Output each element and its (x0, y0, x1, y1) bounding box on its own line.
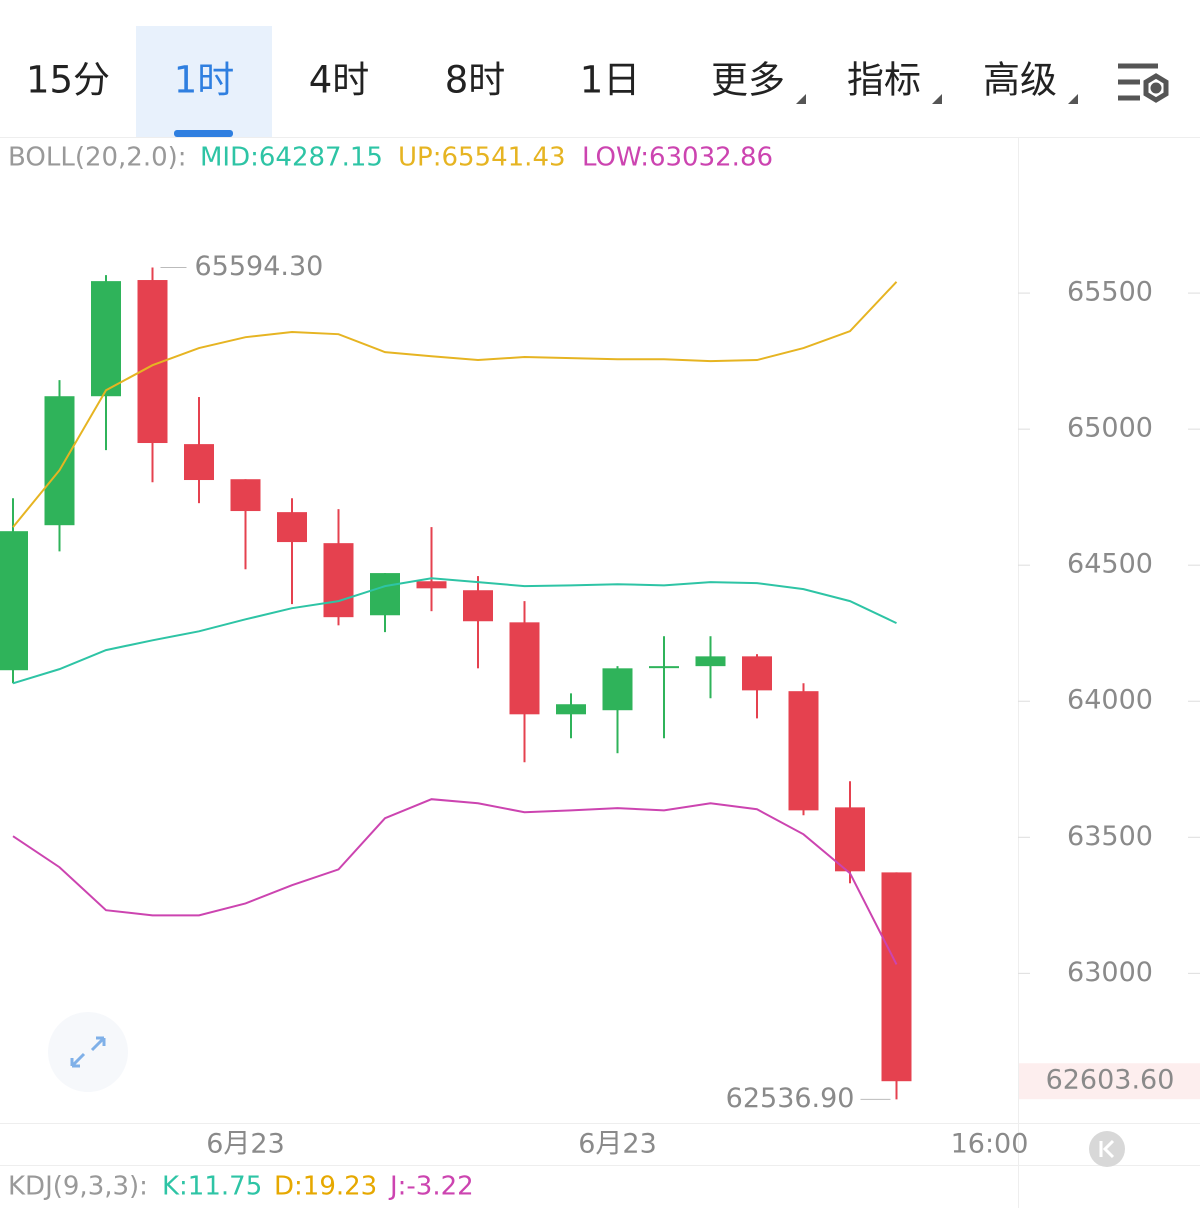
x-tick-label: 16:00 (951, 1129, 1029, 1160)
dropdown-caret (796, 94, 806, 104)
candle-body (742, 656, 772, 691)
candle-body (556, 704, 586, 715)
legend-entry: UP:65541.43 (398, 143, 566, 173)
candle-body (0, 531, 28, 671)
candle-body (416, 581, 447, 589)
kdj-entry: D:19.23 (274, 1172, 377, 1202)
bollinger-line (12, 798, 898, 965)
candle-body (695, 656, 726, 667)
bollinger-line (12, 577, 897, 685)
tab[interactable]: 1时 (174, 59, 235, 102)
bollinger-line (12, 281, 898, 528)
x-tick-label: 6月23 (206, 1129, 285, 1160)
scroll-end-button[interactable] (1089, 1131, 1125, 1167)
tab[interactable]: 15分 (26, 59, 110, 102)
tab[interactable]: 更多 (711, 59, 785, 102)
candle-body (835, 807, 865, 872)
settings-icon[interactable] (1118, 63, 1169, 103)
y-tick-label: 65000 (1067, 413, 1153, 444)
active-tab-indicator (174, 130, 233, 137)
candle-body (463, 590, 493, 622)
candle-body (788, 691, 819, 811)
expand-button[interactable] (48, 1012, 128, 1092)
dropdown-caret (1068, 94, 1078, 104)
legend-entry: MID:64287.15 (200, 143, 383, 173)
last-price-label: 62603.60 (1046, 1065, 1175, 1096)
high-label: 65594.30 (195, 251, 324, 282)
kdj-title: KDJ(9,3,3): (8, 1172, 148, 1202)
candle-body (277, 512, 307, 543)
x-tick-label: 6月23 (578, 1129, 657, 1160)
kdj-entry: K:11.75 (162, 1172, 262, 1202)
candle-body (230, 479, 261, 512)
tab[interactable]: 4时 (309, 59, 370, 102)
y-tick-label: 64500 (1067, 549, 1153, 580)
candle-body (44, 396, 75, 526)
y-tick-label: 65500 (1067, 277, 1153, 308)
candle-body (881, 872, 912, 1082)
low-label: 62536.90 (726, 1083, 855, 1114)
last-price-box (1019, 1063, 1200, 1100)
tab[interactable]: 高级 (983, 59, 1057, 102)
candle-body (91, 281, 121, 397)
legend-entry: LOW:63032.86 (582, 143, 773, 173)
tab[interactable]: 8时 (445, 59, 506, 102)
y-tick-label: 63500 (1067, 821, 1153, 852)
active-tab-bg (136, 26, 272, 137)
candle-body (509, 622, 540, 715)
kdj-entry: J:-3.22 (388, 1172, 474, 1202)
candle-body (602, 668, 633, 711)
tab[interactable]: 1日 (580, 59, 641, 102)
candle-body (184, 444, 214, 481)
tab[interactable]: 指标 (847, 59, 921, 102)
y-tick-label: 63000 (1067, 957, 1153, 988)
candle-body (323, 543, 354, 618)
y-tick-label: 64000 (1067, 685, 1153, 716)
indicator-title: BOLL(20,2.0): (8, 143, 187, 173)
dropdown-caret (932, 94, 942, 104)
candle-body (370, 573, 400, 616)
candle-body (649, 666, 679, 669)
